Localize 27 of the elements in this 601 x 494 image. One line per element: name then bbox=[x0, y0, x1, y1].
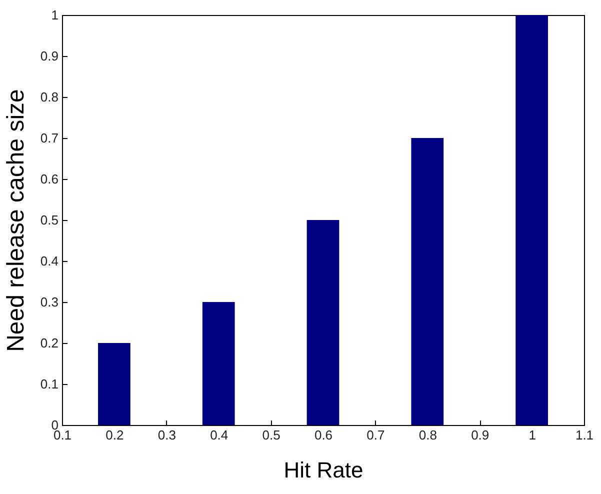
y-tick-label: 0.1 bbox=[40, 376, 58, 392]
bar bbox=[411, 138, 444, 425]
x-tick-label: 0.4 bbox=[210, 428, 228, 442]
x-axis-title: Hit Rate bbox=[284, 458, 364, 482]
y-tick-label: 0.4 bbox=[40, 254, 58, 268]
y-tick-label: 0.8 bbox=[40, 90, 58, 104]
x-tick-label: 0.5 bbox=[262, 428, 280, 442]
y-tick-label: 0.6 bbox=[40, 172, 58, 186]
y-tick-label: 0.3 bbox=[40, 294, 58, 310]
y-tick-label: 1 bbox=[51, 8, 58, 22]
y-tick-label: 0.9 bbox=[40, 48, 58, 64]
x-tick-label: 0.9 bbox=[471, 428, 490, 442]
x-tick-label: 0.8 bbox=[418, 428, 437, 442]
bar bbox=[516, 15, 548, 425]
x-tick-label: 0.7 bbox=[366, 428, 385, 442]
x-tick-label: 1.1 bbox=[575, 428, 594, 442]
bar bbox=[306, 220, 340, 425]
y-tick-label: 0.5 bbox=[40, 212, 58, 228]
y-tick-label: 0.7 bbox=[40, 130, 58, 146]
y-tick-label: 0.2 bbox=[40, 336, 58, 350]
bar bbox=[98, 343, 130, 425]
x-tick-label: 1 bbox=[528, 428, 536, 442]
x-tick-label: 0.3 bbox=[158, 428, 176, 442]
x-tick-label: 0.6 bbox=[314, 428, 333, 442]
x-tick-label: 0.2 bbox=[106, 428, 124, 442]
bar bbox=[202, 302, 235, 425]
y-axis-title: Need release cache size bbox=[2, 89, 30, 352]
